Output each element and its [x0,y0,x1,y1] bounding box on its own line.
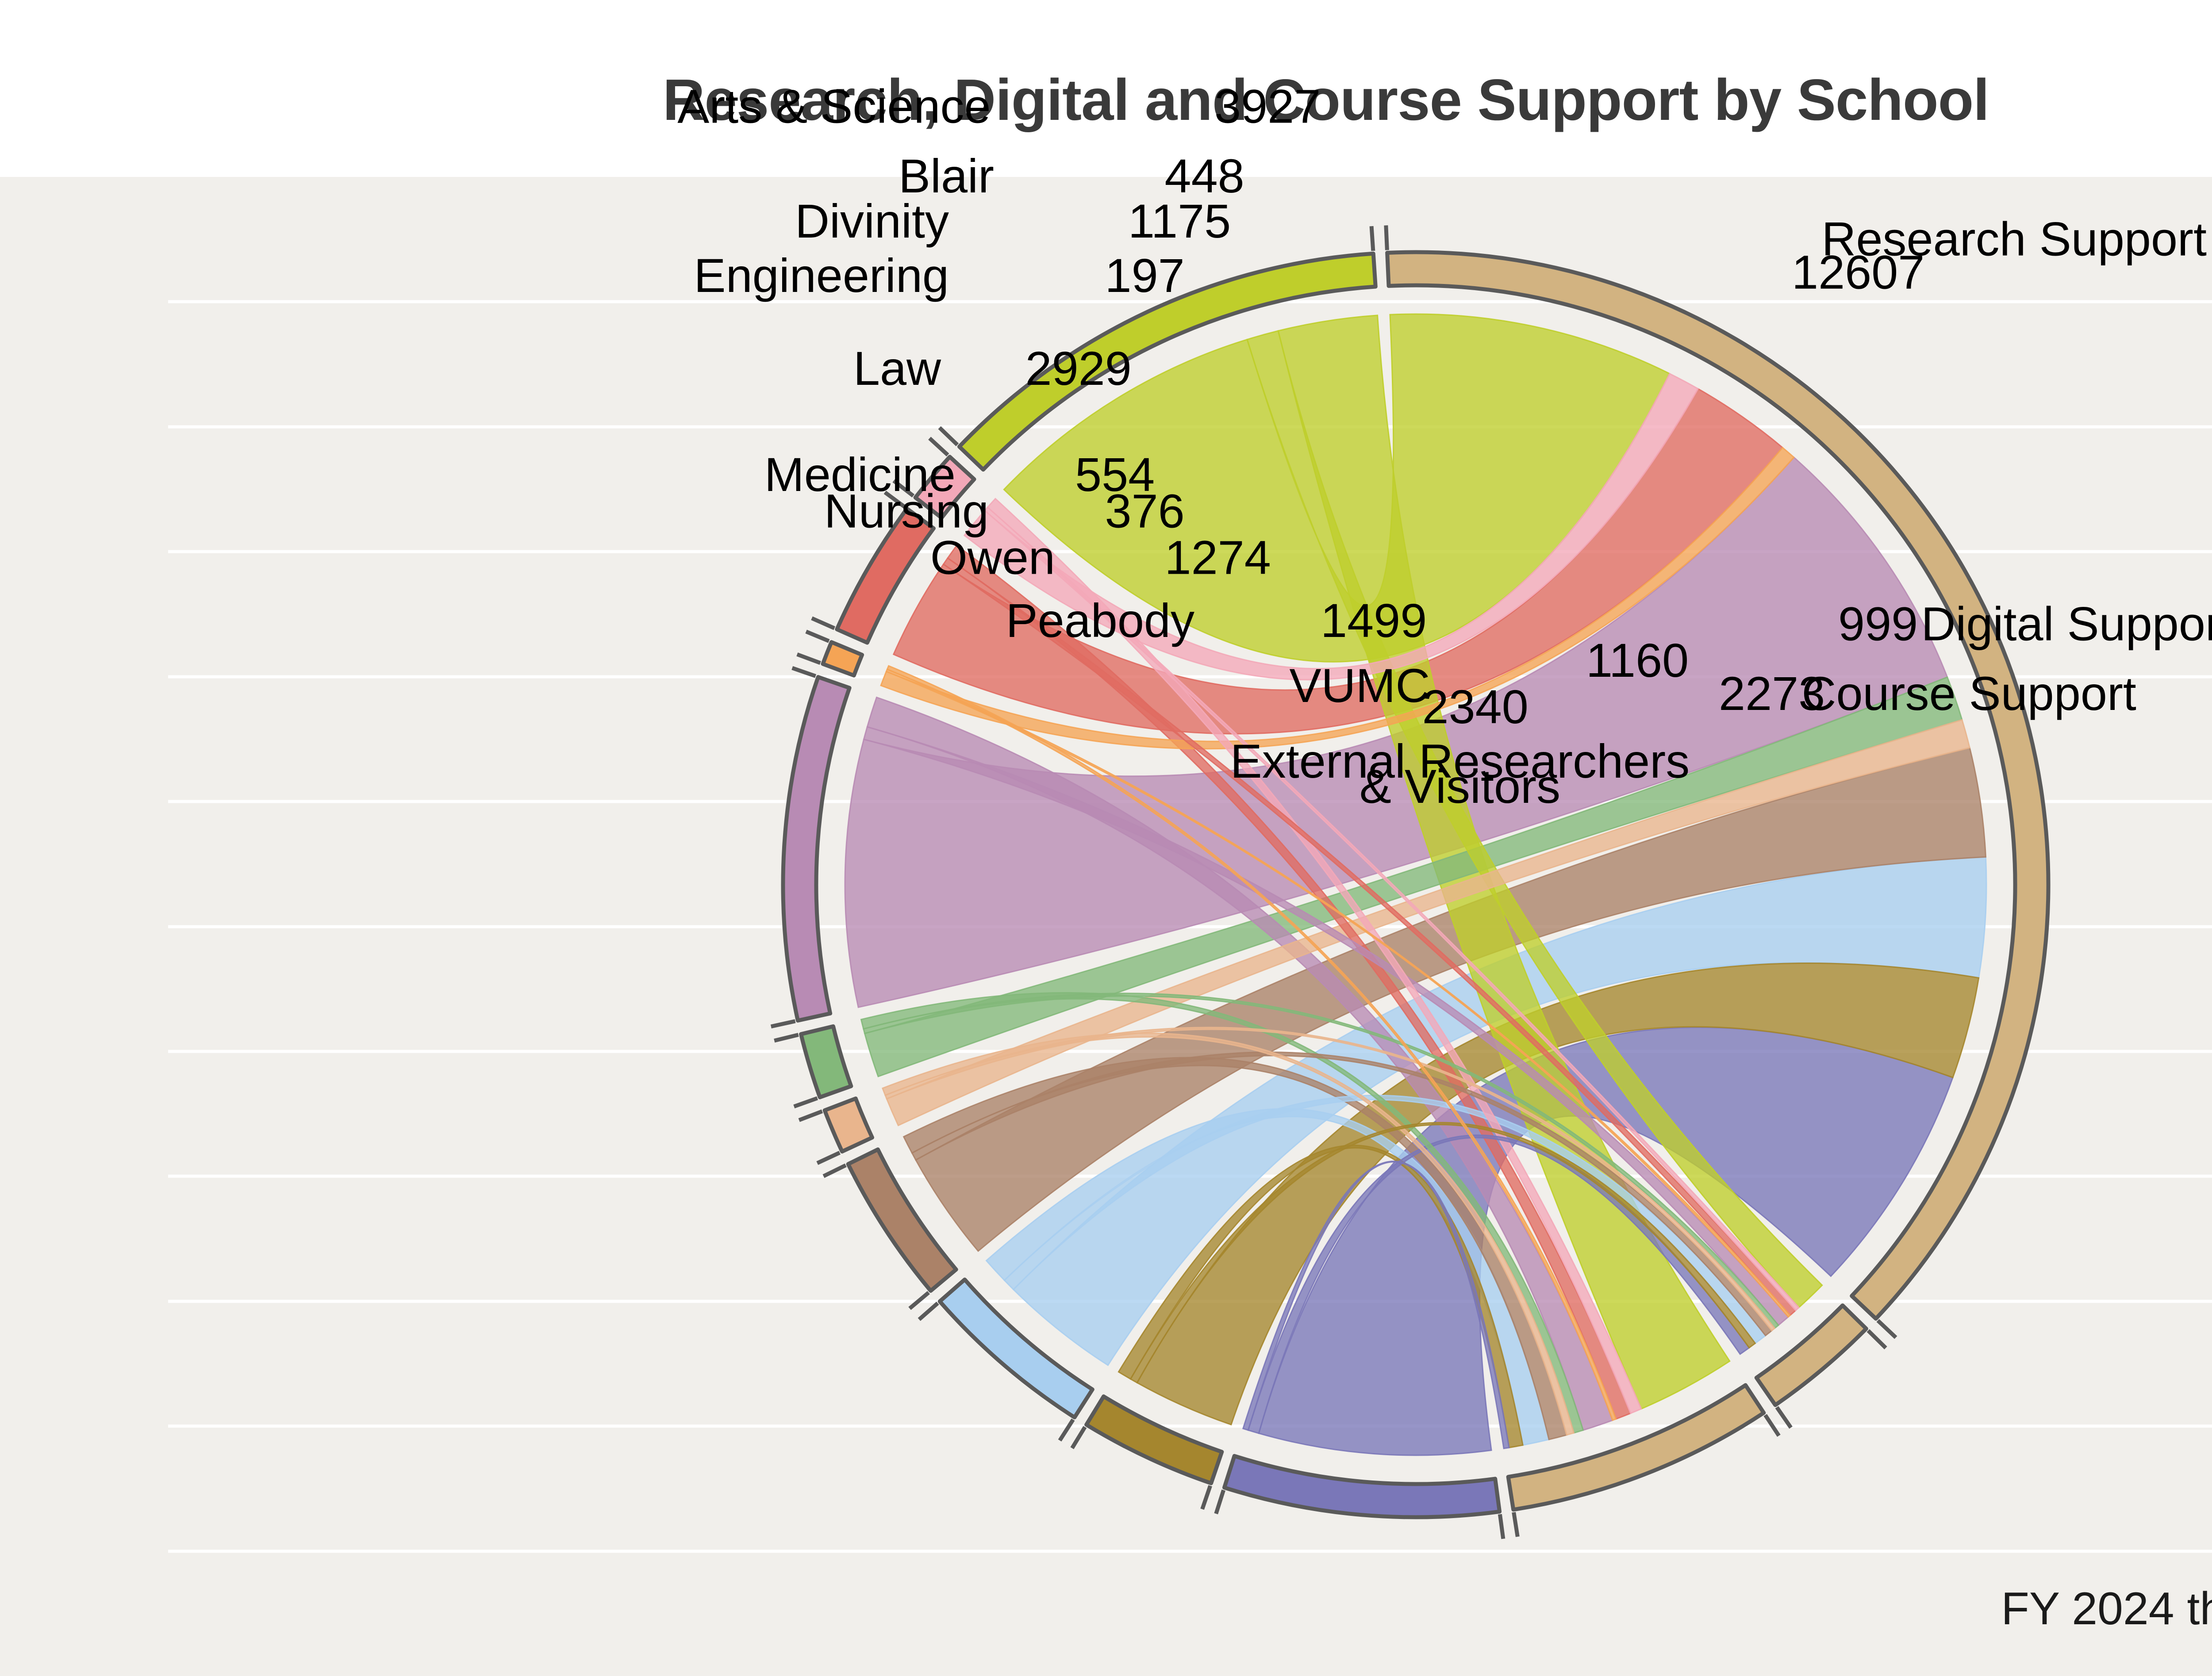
arc-tick [883,491,906,509]
page-title: Research, Digital and Course Support by … [663,67,1989,132]
chord-value-digital-support: 999 [1838,597,1918,651]
chord-value-divinity: 1175 [1128,194,1231,248]
arc-ticks [770,225,1897,1539]
chord-label-external-line2: & Visitors [1359,759,1560,813]
chord-arcs [781,250,2051,1519]
title-band [0,0,2212,177]
arc-tick [798,1109,823,1122]
chord-value-external: 2340 [1422,680,1528,733]
chord-arc-segment[interactable] [1084,1394,1224,1485]
chord-arc-segment[interactable] [957,251,1378,472]
arc-tick [1512,1512,1520,1537]
arc-tick [908,1291,930,1310]
chord-arc-segment[interactable] [1754,1303,1868,1407]
chord-ribbon[interactable] [880,446,1795,750]
arc-tick [1200,1485,1212,1510]
chord-ribbon[interactable] [884,1027,1776,1332]
chord-ribbon[interactable] [987,498,1642,1415]
arc-tick [770,1019,796,1028]
arc-tick [791,666,817,678]
chord-ribbon[interactable] [1242,1161,1510,1450]
chord-arc-segment[interactable] [1506,1383,1766,1512]
arc-tick [793,1096,818,1108]
chord-label-medicine: Medicine [764,448,956,501]
chord-label-peabody: Peabody [1006,594,1194,647]
chord-ribbon[interactable] [1118,1144,1524,1449]
chord-ribbon[interactable] [864,676,1963,1078]
chord-ribbon[interactable] [886,665,1617,1421]
chord-ribbon[interactable] [963,372,1699,681]
arc-tick [918,1301,939,1321]
chord-label-nursing: Nursing [824,484,989,538]
arc-tick [774,1032,799,1043]
arc-tick [1866,1329,1887,1350]
arc-tick [805,629,830,643]
chord-label-course-support: Course Support [1802,667,2136,720]
chord-ribbon[interactable] [863,993,1780,1329]
chord-arc-segment[interactable] [799,1024,853,1100]
chord-value-peabody: 1499 [1321,594,1427,647]
chord-labels: Arts & Science 3927 Blair 448 Divinity 1175 En… [677,80,2212,813]
chord-label-research-support: Research Support [1822,212,2207,266]
chord-value-arts_science: 3927 [1214,80,1321,133]
chord-arc-segment[interactable] [913,455,976,520]
arc-tick [822,1163,847,1178]
chord-ribbon[interactable] [1277,314,1731,1410]
chord-ribbon[interactable] [885,668,1791,1318]
chord-arc-segment[interactable] [846,1147,958,1293]
chord-label-digital-support: Digital Support [1921,597,2212,651]
arc-tick [928,437,949,456]
arc-tick [892,479,915,498]
footer-note: FY 2024 through Q1 FY 2025 [2001,1583,2212,1634]
arc-tick [1763,1414,1781,1437]
arc-tick [1384,225,1389,250]
chord-label-owen: Owen [930,531,1055,584]
chord-label-divinity: Divinity [795,194,949,248]
chord-label-blair: Blair [899,149,994,203]
arc-tick [1369,226,1375,251]
chord-value-nursing: 376 [1105,484,1185,538]
chord-value-vumc: 1160 [1586,633,1689,687]
chord-label-engineering: Engineering [694,249,949,302]
chord-ribbon[interactable] [983,506,1800,1312]
chord-value-research-support: 12607 [1792,245,1924,299]
chord-value-engineering: 197 [1105,249,1185,302]
chord-value-course-support: 2273 [1719,667,1825,720]
chord-label-arts_science: Arts & Science [677,80,991,133]
arc-tick [1498,1514,1505,1539]
chord-value-law: 2929 [1025,341,1132,395]
chord-arc-segment[interactable] [1222,1454,1502,1519]
chord-arc-segment[interactable] [781,675,852,1023]
arc-tick [1070,1426,1087,1450]
chord-arc-segment[interactable] [937,1277,1094,1419]
chord-arc-segment[interactable] [821,640,864,678]
chord-arc-segment[interactable] [822,1096,874,1154]
arc-tick [1775,1406,1793,1429]
arc-tick [1214,1489,1225,1515]
chord-ribbons [844,313,1987,1456]
chord-arc-segment[interactable] [1385,250,2051,1321]
arc-tick [938,426,959,446]
chord-value-medicine: 554 [1075,448,1155,501]
chord-value-owen: 1274 [1165,531,1271,584]
arc-tick [1058,1418,1075,1442]
chord-label-external-line1: External Researchers [1230,734,1690,788]
chord-label-vumc: VUMC [1290,659,1430,712]
arc-tick [796,652,821,665]
chord-arc-segment[interactable] [835,506,936,645]
arc-tick [811,616,836,630]
arc-tick [1876,1319,1897,1339]
arc-tick [816,1151,841,1165]
chord-label-law: Law [853,341,941,395]
chord-ribbon[interactable] [1129,1122,1756,1384]
chord-value-blair: 448 [1165,149,1244,203]
